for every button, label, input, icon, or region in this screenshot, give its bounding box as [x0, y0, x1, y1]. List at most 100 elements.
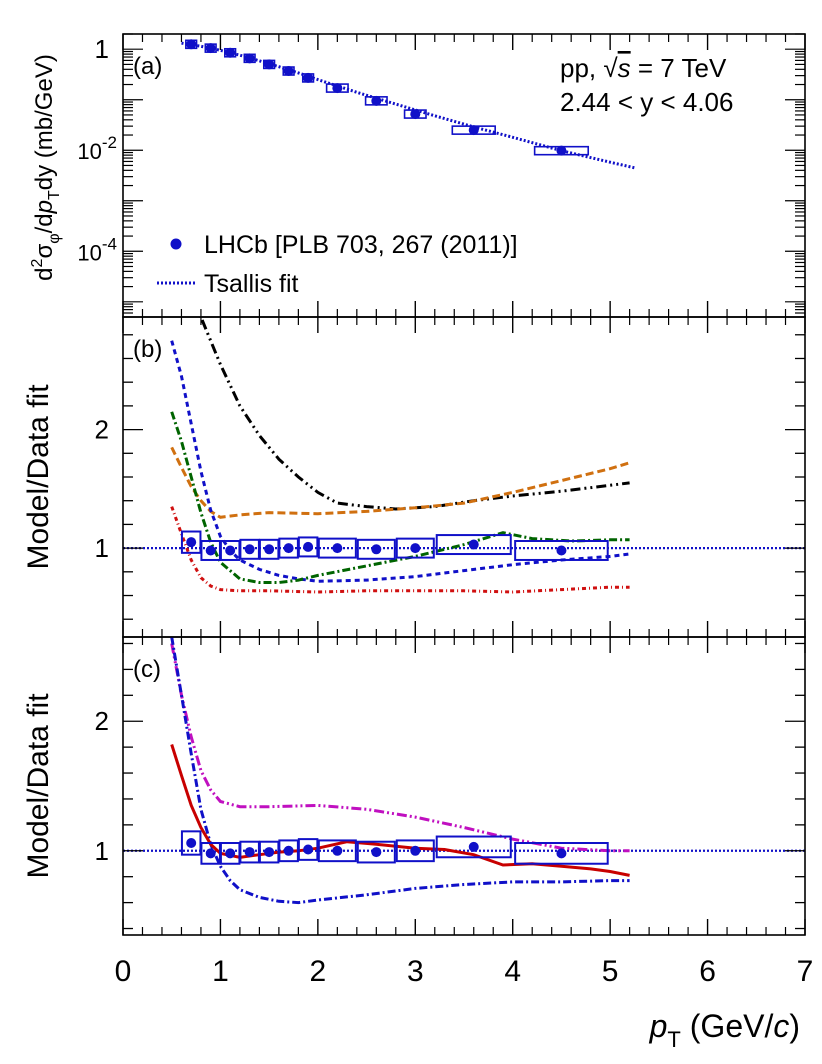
- syst-box: [514, 842, 609, 865]
- xlab-close: ): [789, 1008, 800, 1044]
- data-point: [332, 83, 343, 94]
- data-point: [332, 845, 343, 856]
- x-tick-label: 1: [212, 955, 229, 988]
- model-curve-orange-dashed: [170, 446, 631, 519]
- panel-frame: [122, 636, 806, 936]
- ylab-sup: 2: [29, 258, 46, 267]
- syst-box: [435, 835, 512, 859]
- panel-a: 1 10-2 10-4 (a) d2σφ/dpTdy (mb/GeV) pp, √s = …: [29, 33, 806, 318]
- x-axis-labels: 0 1 2 3 4 5 6 7 pT (GeV/c): [115, 955, 814, 1052]
- x-tick-label: 5: [602, 955, 619, 988]
- plot-area: [181, 39, 635, 170]
- data-point: [556, 848, 567, 859]
- energy-value: = 7 TeV: [631, 53, 727, 83]
- y-axis-label: Model/Data fit: [22, 693, 55, 879]
- model-curve-blue-dashed: [170, 340, 630, 583]
- data-point: [225, 848, 236, 859]
- data-point: [244, 544, 255, 555]
- x-tick-label: 0: [115, 955, 132, 988]
- panel-c: 1 2 (c) Model/Data fit: [22, 636, 806, 936]
- model-curve-magenta-dash-dot-dot: [170, 643, 630, 853]
- syst-box: [356, 538, 396, 560]
- y-tick-label: 1: [95, 533, 109, 563]
- legend-label-lhcb: LHCb [PLB 703, 267 (2011)]: [204, 231, 518, 259]
- data-point: [303, 844, 314, 855]
- panel-tag: (b): [133, 336, 162, 363]
- energy-sqrt: √: [603, 53, 618, 83]
- syst-box: [514, 540, 609, 561]
- data-point: [371, 544, 382, 555]
- data-point: [186, 537, 197, 548]
- data-point: [244, 847, 255, 858]
- model-curve-blue-dash-dot: [170, 637, 630, 905]
- data-point: [264, 544, 275, 555]
- y-tick-label: 1: [95, 836, 109, 866]
- rapidity-label: 2.44 < y < 4.06: [560, 87, 733, 117]
- xlab-p: p: [649, 1008, 668, 1044]
- syst-box: [317, 839, 357, 863]
- panel-b: 1 2 (b) Model/Data fit: [22, 316, 806, 638]
- syst-box: [395, 839, 435, 863]
- legend-marker-lhcb: [170, 238, 182, 250]
- y-tick-label: 1: [95, 34, 109, 64]
- syst-box: [395, 537, 435, 559]
- plot-area: [123, 637, 805, 905]
- data-point: [264, 847, 275, 858]
- ylab-phi: φ: [46, 233, 63, 243]
- data-point: [468, 841, 479, 852]
- data-point: [283, 66, 294, 77]
- syst-box: [435, 534, 512, 556]
- ylab-T: T: [46, 190, 63, 200]
- y-axis-label: Model/Data fit: [22, 384, 55, 570]
- data-point: [205, 848, 216, 859]
- model-curve-red-dash-dot: [170, 506, 630, 594]
- legend: LHCb [PLB 703, 267 (2011)] Tsallis fit: [157, 231, 518, 298]
- x-tick-label: 7: [797, 955, 814, 988]
- data-point: [410, 845, 421, 856]
- xlab-c: c: [773, 1008, 789, 1044]
- x-axis-label: pT (GeV/c): [649, 1008, 800, 1052]
- ylab-sigma: σ: [31, 244, 58, 259]
- data-point: [244, 53, 255, 64]
- model-curve-black-dash-dot-dot: [198, 317, 630, 511]
- x-tick-label: 3: [407, 955, 424, 988]
- y-tick-label: 2: [95, 706, 109, 736]
- y-tick-label: 10-2: [77, 133, 117, 164]
- ylab-dp: /d: [31, 213, 58, 233]
- data-point: [371, 95, 382, 106]
- data-point: [371, 847, 382, 858]
- ylab-rest: dy (mb/GeV): [31, 54, 58, 190]
- data-point: [283, 845, 294, 856]
- model-curve-red-solid: [170, 744, 630, 877]
- y-tick-exponent: -4: [102, 234, 117, 253]
- ylab-p: p: [31, 200, 58, 214]
- data-point: [332, 543, 343, 554]
- xlab-rest: (GeV/: [681, 1008, 774, 1044]
- y-tick-exponent: -2: [102, 133, 117, 152]
- data-point: [410, 109, 421, 120]
- y-axis-label: d2σφ/dpTdy (mb/GeV): [29, 54, 63, 281]
- data-point: [264, 59, 275, 70]
- syst-box: [297, 838, 319, 861]
- data-point: [303, 72, 314, 83]
- data-point: [186, 39, 197, 50]
- x-tick-label: 2: [310, 955, 327, 988]
- panel-frame: [122, 316, 806, 638]
- model-curve-green-dash-dot: [170, 411, 630, 584]
- panel-tag: (a): [133, 53, 162, 80]
- xlab-T: T: [667, 1027, 680, 1052]
- data-point: [225, 545, 236, 556]
- energy-label: pp, √s = 7 TeV: [560, 53, 727, 83]
- plot-area: [123, 317, 805, 594]
- legend-label-fit: Tsallis fit: [204, 270, 299, 298]
- x-tick-label: 6: [699, 955, 716, 988]
- data-point: [410, 543, 421, 554]
- data-point: [225, 47, 236, 58]
- data-point: [468, 125, 479, 136]
- energy-pp: pp,: [560, 53, 603, 83]
- data-point: [303, 541, 314, 552]
- data-point: [205, 43, 216, 54]
- ylab-d: d: [31, 267, 58, 280]
- syst-box: [356, 840, 396, 864]
- data-point: [205, 545, 216, 556]
